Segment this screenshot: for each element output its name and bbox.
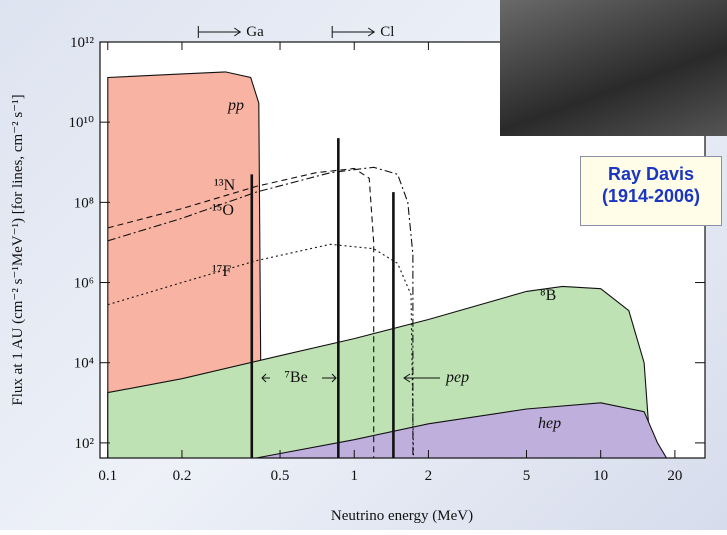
y-tick-label: 10¹²: [70, 35, 94, 51]
x-axis-label: Neutrino energy (MeV): [331, 508, 473, 524]
plot-frame: [99, 41, 706, 459]
y-tick-label: 10⁸: [74, 195, 94, 211]
caption-years: (1914-2006): [601, 186, 701, 206]
series-label: hep: [538, 415, 561, 432]
line-label: pep: [445, 369, 469, 386]
x-tick-label: 5: [523, 468, 531, 484]
threshold-label: Ga: [246, 24, 264, 40]
y-tick-label: 10⁴: [74, 356, 94, 372]
x-tick-label: 0.5: [271, 468, 290, 484]
spectrum-line: [107, 167, 375, 458]
x-tick-label: 20: [667, 468, 682, 484]
x-tick-label: 1: [350, 468, 358, 484]
spectrum-line: [107, 243, 415, 459]
y-axis-label: Flux at 1 AU (cm⁻² s⁻¹MeV⁻¹) [for lines,…: [10, 94, 26, 405]
line-label: ⁷Be: [284, 369, 307, 386]
area: [256, 402, 668, 459]
y-tick-label: 10⁶: [74, 276, 94, 292]
series-label: pp: [227, 97, 244, 114]
y-tick-label: 10²: [75, 436, 95, 452]
x-tick-label: 0.2: [173, 468, 192, 484]
series-label: ⁸B: [540, 287, 556, 304]
caption-name: Ray Davis: [607, 164, 695, 184]
threshold-label: Cl: [380, 24, 394, 40]
x-tick-label: 0.1: [98, 468, 117, 484]
x-tick-label: 10: [593, 468, 608, 484]
series-label: ¹⁵O: [212, 202, 234, 219]
threshold-arrow: [197, 26, 242, 38]
series-label: ¹⁷F: [212, 263, 231, 280]
y-tick-label: 10¹⁰: [68, 115, 94, 131]
photo: [500, 0, 727, 136]
arrow: [261, 373, 337, 383]
series-label: ¹³N: [214, 177, 236, 194]
x-tick-label: 2: [425, 468, 433, 484]
spectrum-line: [107, 166, 414, 458]
arrow: [403, 373, 440, 383]
photo-caption: Ray Davis (1914-2006): [580, 156, 722, 226]
threshold-arrow: [331, 26, 376, 38]
